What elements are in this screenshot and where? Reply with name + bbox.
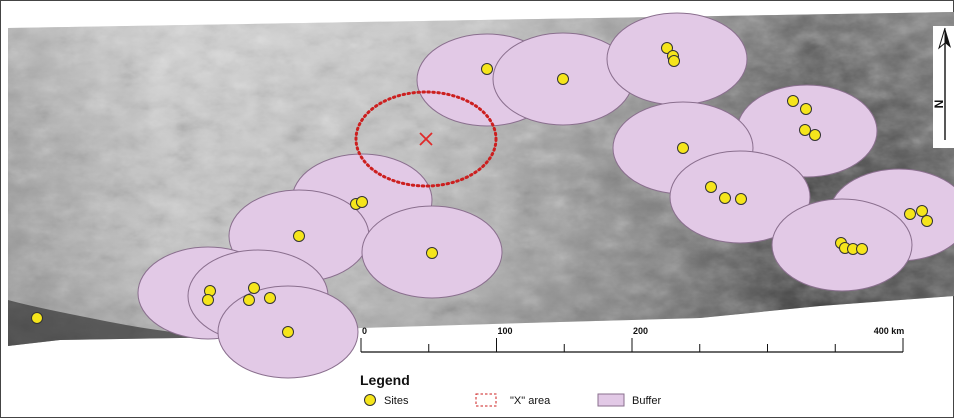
river-valley — [8, 300, 190, 346]
legend-x-area-symbol — [475, 393, 497, 407]
site-marker — [800, 103, 812, 115]
north-label: N — [932, 100, 946, 109]
site-marker — [677, 142, 689, 154]
site-marker — [856, 243, 868, 255]
site-marker — [264, 292, 276, 304]
site-marker — [787, 95, 799, 107]
site-marker — [31, 312, 43, 324]
north-arrow: N — [932, 26, 954, 148]
scale-bar-label: 100 — [498, 326, 513, 336]
site-marker — [243, 294, 255, 306]
x-area-ellipse — [354, 90, 498, 188]
legend: Legend Sites "X" area Buffer — [360, 372, 661, 407]
legend-title: Legend — [360, 372, 410, 388]
x-mark — [419, 132, 433, 146]
site-marker — [293, 230, 305, 242]
legend-buffer-label: Buffer — [632, 395, 661, 407]
scale-bar: 0 100 200 400 km — [360, 326, 905, 353]
site-marker — [904, 208, 916, 220]
legend-site-symbol — [364, 394, 376, 406]
site-marker — [916, 205, 928, 217]
site-marker — [481, 63, 493, 75]
site-marker — [282, 326, 294, 338]
legend-sites-label: Sites — [384, 395, 409, 407]
sites-layer — [31, 42, 933, 338]
legend-buffer-symbol — [597, 393, 625, 407]
buffer-layer — [137, 12, 954, 379]
north-arrow-panel — [933, 26, 954, 148]
legend-x-area-label: "X" area — [510, 395, 551, 407]
site-marker — [668, 55, 680, 67]
scale-bar-label: 200 — [633, 326, 648, 336]
site-marker — [557, 73, 569, 85]
site-marker — [248, 282, 260, 294]
site-marker — [661, 42, 673, 54]
site-marker — [202, 294, 214, 306]
site-marker — [719, 192, 731, 204]
site-marker — [809, 129, 821, 141]
site-marker — [705, 181, 717, 193]
site-marker — [426, 247, 438, 259]
x-mark-stroke — [419, 132, 433, 146]
site-marker — [356, 196, 368, 208]
site-marker — [735, 193, 747, 205]
scale-bar-label: 0 — [362, 326, 367, 336]
site-marker — [921, 215, 933, 227]
site-marker — [799, 124, 811, 136]
scale-bar-label: 400 km — [874, 326, 905, 336]
